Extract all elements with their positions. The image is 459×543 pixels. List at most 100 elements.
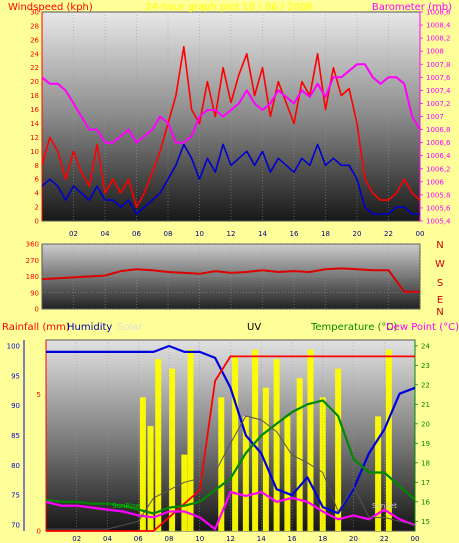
weather-x-tick: 02 xyxy=(72,535,81,543)
wind-x-tick: 22 xyxy=(384,230,393,238)
barometer-tick: 1005,6 xyxy=(426,204,451,212)
uv-bar xyxy=(155,359,162,531)
uv-bar xyxy=(375,416,382,531)
uv-bar xyxy=(139,397,146,531)
weather-x-tick: 00 xyxy=(411,535,420,543)
humidity-tick: 70 xyxy=(11,522,20,530)
windspeed-tick: 12 xyxy=(30,134,39,142)
windspeed-tick: 0 xyxy=(35,218,39,226)
uv-bar xyxy=(181,454,188,531)
windspeed-tick: 26 xyxy=(30,36,39,44)
uv-bar xyxy=(187,349,194,531)
humidity-line xyxy=(46,344,416,515)
uv-bar xyxy=(232,355,239,531)
wind-gust-line xyxy=(41,46,421,208)
compass-label: W xyxy=(435,259,445,270)
direction-tick: 180 xyxy=(26,273,39,281)
barometer-tick: 1006,6 xyxy=(426,139,451,147)
uv-bar xyxy=(169,368,176,531)
uv-bar xyxy=(284,416,291,531)
weather-x-tick: 10 xyxy=(195,535,204,543)
wind-x-tick: 10 xyxy=(195,230,204,238)
windspeed-tick: 28 xyxy=(30,22,39,30)
compass-label: E xyxy=(437,295,443,306)
barometer-tick: 1006 xyxy=(426,178,444,186)
uv-bar xyxy=(273,359,280,531)
barometer-line xyxy=(41,63,421,144)
compass-label: N xyxy=(436,307,443,318)
direction-tick: 360 xyxy=(26,241,39,249)
barometer-label: Barometer (mb) xyxy=(372,2,452,13)
windspeed-tick: 6 xyxy=(35,176,40,184)
windspeed-tick: 16 xyxy=(30,106,39,114)
humidity-tick: 85 xyxy=(11,432,20,440)
rain-tick: 0 xyxy=(37,528,41,536)
wind-x-tick: 08 xyxy=(164,230,173,238)
uv-bar xyxy=(385,349,392,531)
weather-x-tick: 18 xyxy=(318,535,327,543)
barometer-tick: 1005,8 xyxy=(426,191,451,199)
wind-x-tick: 18 xyxy=(321,230,330,238)
temperature-tick: 17 xyxy=(421,479,430,487)
direction-tick: 0 xyxy=(35,306,39,314)
windspeed-tick: 14 xyxy=(30,120,39,128)
temperature-tick: 16 xyxy=(421,498,430,506)
solar-line xyxy=(46,415,416,530)
weather-x-tick: 16 xyxy=(288,535,297,543)
rainfall-label: Rainfall (mm) xyxy=(2,322,70,333)
weather-x-tick: 06 xyxy=(134,535,143,543)
barometer-tick: 1007,6 xyxy=(426,74,451,82)
uv-bar xyxy=(147,425,154,531)
temperature-tick: 21 xyxy=(421,401,430,409)
humidity-tick: 95 xyxy=(11,372,20,380)
temperature-tick: 19 xyxy=(421,440,430,448)
windspeed-tick: 22 xyxy=(30,64,39,72)
uv-bar xyxy=(319,397,326,531)
uv-bar xyxy=(218,397,225,531)
barometer-tick: 1007,2 xyxy=(426,100,451,108)
windspeed-label: Windspeed (kph) xyxy=(8,2,93,13)
barometer-tick: 1008,6 xyxy=(426,9,451,17)
windspeed-tick: 20 xyxy=(30,78,39,86)
wind-x-tick: 16 xyxy=(290,230,299,238)
barometer-tick: 1007,4 xyxy=(426,87,451,95)
rainfall-line xyxy=(46,355,415,532)
humidity-label: Humidity xyxy=(67,322,112,333)
temperature-tick: 22 xyxy=(421,381,430,389)
temperature-tick: 18 xyxy=(421,459,430,467)
temperature-label: Temperature (°C) xyxy=(310,322,397,333)
uv-bar xyxy=(296,378,303,531)
humidity-tick: 100 xyxy=(7,342,20,350)
temperature-tick: 20 xyxy=(421,420,430,428)
windspeed-tick: 30 xyxy=(30,9,39,17)
barometer-tick: 1006,8 xyxy=(426,126,451,134)
windspeed-tick: 10 xyxy=(30,148,39,156)
uv-bar xyxy=(262,387,269,531)
compass-label: S xyxy=(437,278,443,289)
temperature-tick: 23 xyxy=(421,362,430,370)
windspeed-tick: 4 xyxy=(35,190,40,198)
weather-x-tick: 14 xyxy=(257,535,266,543)
wind-x-tick: 20 xyxy=(353,230,362,238)
windspeed-tick: 24 xyxy=(30,50,39,58)
compass-label: N xyxy=(436,240,443,251)
barometer-tick: 1006,4 xyxy=(426,152,451,160)
solar-label: Solar xyxy=(117,322,143,333)
wind-x-tick: 04 xyxy=(101,230,110,238)
weather-x-tick: 04 xyxy=(103,535,112,543)
rain-tick: 5 xyxy=(37,391,41,399)
direction-tick: 270 xyxy=(26,257,39,265)
uv-bar xyxy=(242,416,249,531)
chart-title: 24-hour graph plot 10 / 06 / 2008 xyxy=(145,2,313,13)
barometer-tick: 1007,8 xyxy=(426,61,451,69)
temperature-tick: 15 xyxy=(421,518,430,526)
uv-bar xyxy=(335,368,342,531)
weather-x-tick: 22 xyxy=(380,535,389,543)
barometer-tick: 1006,2 xyxy=(426,165,451,173)
uv-bar xyxy=(307,349,314,531)
wind-x-tick: 06 xyxy=(132,230,141,238)
sunset-marker: SunSet xyxy=(372,502,397,510)
humidity-tick: 75 xyxy=(11,492,20,500)
humidity-tick: 80 xyxy=(11,462,20,470)
